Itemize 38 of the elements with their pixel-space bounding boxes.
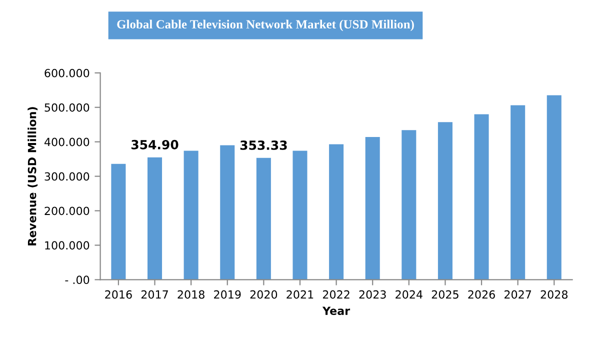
x-tick-label: 2025 [432, 290, 458, 299]
y-tick-label: 400.000 [44, 138, 90, 146]
bar [402, 130, 416, 280]
bar [510, 105, 526, 280]
x-axis-title: Year [322, 306, 350, 315]
bar [365, 136, 380, 280]
bar [546, 95, 562, 280]
x-tick-label: 2022 [322, 290, 350, 299]
x-tick-label: 2026 [468, 290, 495, 299]
x-tick-label: 2021 [286, 290, 314, 299]
y-tick-label: 300.000 [44, 172, 90, 181]
y-tick-label: 100.000 [45, 241, 90, 250]
x-tick-label: 2024 [396, 290, 422, 299]
bar [256, 158, 271, 280]
x-tick-label: 2017 [141, 290, 168, 299]
y-tick-label: 500.000 [44, 103, 90, 112]
x-tick-label: 2020 [250, 290, 278, 299]
bar [292, 150, 308, 280]
x-tick-label: 2028 [540, 290, 568, 299]
x-tick-label: 2027 [504, 290, 532, 299]
y-tick-label: - .00 [65, 276, 90, 284]
x-tick-label: 2016 [105, 290, 132, 299]
bar [220, 145, 235, 280]
data-label: 353.33 [240, 140, 287, 150]
chart-title: Global Cable Television Network Market (USD Million) [117, 20, 414, 32]
bar [111, 164, 126, 280]
y-tick-label: 200.000 [44, 206, 90, 216]
x-tick-label: 2018 [178, 290, 204, 299]
bar [329, 144, 344, 280]
y-axis-title: Revenue (USD Million) [28, 107, 38, 246]
bar [148, 157, 162, 280]
y-tick-label: 600.000 [44, 68, 90, 78]
bar [438, 122, 452, 280]
bar [184, 150, 198, 280]
x-tick-label: 2023 [359, 290, 386, 299]
data-label: 354.90 [131, 140, 178, 150]
x-tick-label: 2019 [214, 290, 241, 299]
bar [474, 114, 489, 280]
